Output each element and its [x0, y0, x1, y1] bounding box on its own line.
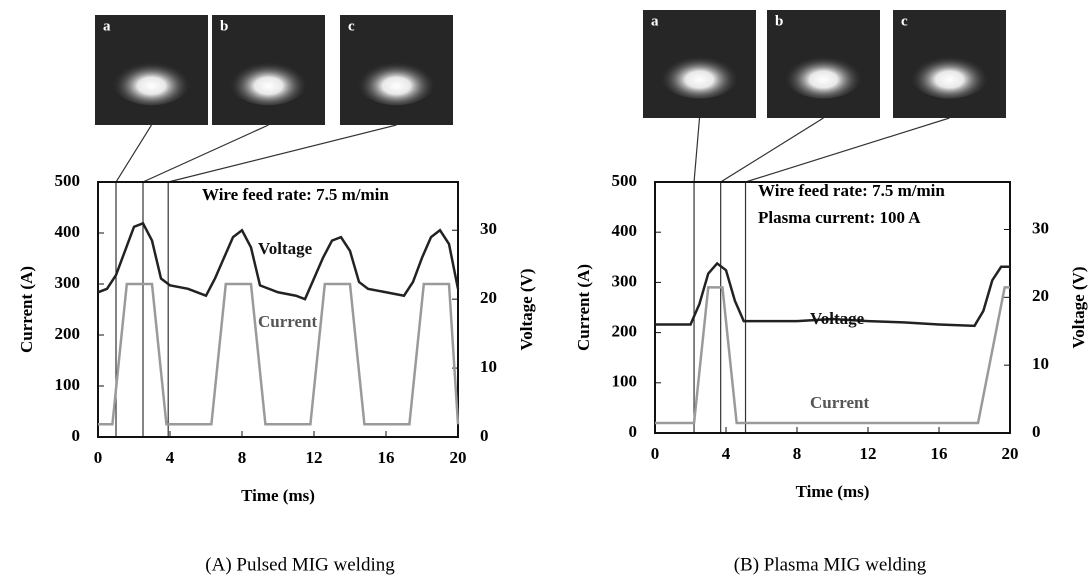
photo-label: c	[348, 18, 355, 34]
y2-axis-title: Voltage (V)	[517, 269, 536, 351]
photo-glow	[111, 56, 192, 106]
annotation: Wire feed rate: 7.5 m/min	[758, 181, 945, 200]
x-tick-label: 8	[238, 448, 247, 467]
annotation: Wire feed rate: 7.5 m/min	[202, 185, 389, 204]
series-line	[97, 221, 460, 301]
photo-glow	[783, 51, 864, 99]
x-axis-title: Time (ms)	[241, 486, 315, 505]
photo-label: b	[775, 13, 783, 29]
x-tick-label: 12	[306, 448, 323, 467]
photo-label: a	[651, 13, 659, 29]
y-tick-label: 100	[55, 375, 81, 394]
y-axis-title: Current (A)	[17, 266, 36, 353]
photo-label: a	[103, 18, 111, 34]
photo-connector	[167, 124, 397, 437]
y2-tick-label: 30	[1032, 218, 1049, 237]
x-tick-label: 16	[931, 444, 948, 463]
series-line	[98, 282, 460, 426]
y-tick-label: 200	[55, 324, 81, 343]
x-tick-label: 20	[1002, 444, 1019, 463]
series-line	[655, 286, 1010, 425]
y-tick-label: 200	[612, 322, 638, 341]
photo-label: b	[220, 18, 228, 34]
y-tick-label: 400	[55, 222, 81, 241]
y2-tick-label: 10	[480, 357, 497, 376]
y-tick-label: 100	[612, 372, 638, 391]
series-label: Current	[810, 393, 870, 412]
x-tick-label: 0	[651, 444, 660, 463]
photo-connector	[115, 124, 153, 437]
photo-glow	[228, 56, 309, 106]
y-tick-label: 500	[612, 171, 638, 190]
y2-tick-label: 30	[480, 219, 497, 238]
series-label: Voltage	[258, 239, 313, 258]
x-tick-label: 0	[94, 448, 103, 467]
y2-tick-label: 20	[1032, 286, 1049, 305]
caption: (B) Plasma MIG welding	[734, 554, 927, 575]
y2-tick-label: 0	[480, 426, 489, 445]
photo-glow	[356, 56, 437, 106]
series-label: Voltage	[810, 309, 865, 328]
annotation: Plasma current: 100 A	[758, 208, 921, 227]
x-tick-label: 8	[793, 444, 802, 463]
series-label: Current	[258, 312, 318, 331]
y2-tick-label: 20	[480, 288, 497, 307]
y2-tick-label: 0	[1032, 422, 1041, 441]
y-tick-label: 300	[612, 271, 638, 290]
x-tick-label: 16	[378, 448, 395, 467]
x-tick-label: 12	[860, 444, 877, 463]
y-tick-label: 0	[72, 426, 81, 445]
y-axis-title: Current (A)	[574, 264, 593, 351]
y2-tick-label: 10	[1032, 354, 1049, 373]
photo-glow	[659, 51, 740, 99]
x-tick-label: 20	[450, 448, 467, 467]
x-tick-label: 4	[166, 448, 175, 467]
photo-connector	[720, 117, 824, 433]
photo-label: c	[901, 13, 908, 29]
y-tick-label: 500	[55, 171, 81, 190]
plot-frame	[654, 181, 1011, 434]
y-tick-label: 0	[629, 422, 638, 441]
y-tick-label: 300	[55, 273, 81, 292]
y-tick-label: 400	[612, 221, 638, 240]
y2-axis-title: Voltage (V)	[1069, 267, 1088, 349]
series-line	[655, 261, 1010, 328]
caption: (A) Pulsed MIG welding	[205, 554, 395, 575]
plot-frame	[97, 181, 459, 438]
x-axis-title: Time (ms)	[796, 482, 870, 501]
photo-connector	[744, 117, 950, 433]
photo-glow	[909, 51, 990, 99]
x-tick-label: 4	[722, 444, 731, 463]
